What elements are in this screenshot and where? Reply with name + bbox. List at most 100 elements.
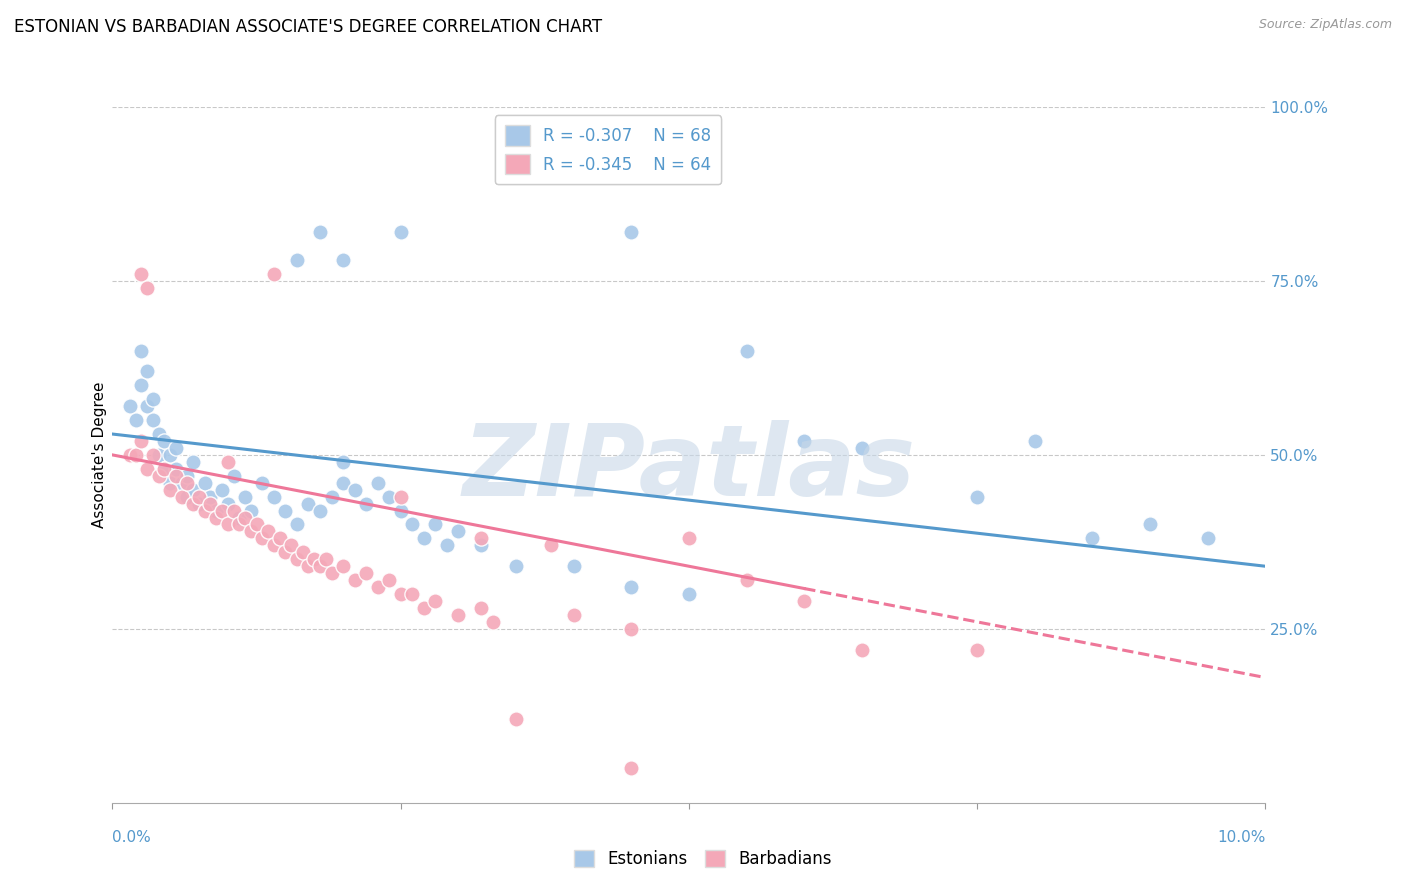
Point (194, 503, 217, 517)
Point (176, 490, 198, 504)
Point (170, 490, 193, 504)
Text: 0.0%: 0.0% (112, 830, 152, 845)
Point (159, 475, 181, 490)
Point (239, 524, 262, 539)
Text: 10.0%: 10.0% (1218, 830, 1265, 845)
Point (304, 552, 326, 566)
Point (205, 510, 228, 524)
Point (389, 503, 412, 517)
Point (678, 532, 700, 546)
Point (129, 434, 153, 448)
Point (482, 615, 505, 629)
Point (378, 573, 401, 587)
Point (136, 281, 159, 295)
Text: Source: ZipAtlas.com: Source: ZipAtlas.com (1258, 18, 1392, 31)
Point (354, 566, 377, 581)
Point (425, 517, 447, 532)
Point (217, 497, 239, 511)
Point (389, 225, 412, 239)
Point (165, 462, 187, 476)
Point (332, 559, 354, 574)
Point (735, 573, 758, 587)
Point (562, 607, 585, 622)
Point (620, 225, 643, 239)
Legend: R = -0.307    N = 68, R = -0.345    N = 64: R = -0.307 N = 68, R = -0.345 N = 64 (495, 115, 721, 185)
Point (297, 559, 319, 574)
Point (205, 503, 228, 517)
Point (188, 490, 211, 504)
Point (1024, 434, 1046, 448)
Point (851, 441, 873, 455)
Point (170, 475, 193, 490)
Point (129, 267, 153, 281)
Point (228, 517, 250, 532)
Point (222, 503, 245, 517)
Point (793, 594, 815, 608)
Point (252, 475, 274, 490)
Point (343, 573, 366, 587)
Point (470, 532, 492, 546)
Point (447, 607, 470, 622)
Point (367, 475, 389, 490)
Point (194, 475, 217, 490)
Point (233, 490, 256, 504)
Point (257, 524, 280, 539)
Point (285, 517, 308, 532)
Point (540, 538, 562, 552)
Point (211, 503, 233, 517)
Point (470, 538, 492, 552)
Point (129, 378, 153, 392)
Point (332, 455, 354, 469)
Point (239, 503, 262, 517)
Point (412, 601, 434, 615)
Point (136, 399, 159, 413)
Point (148, 427, 170, 442)
Point (309, 225, 332, 239)
Point (321, 490, 343, 504)
Point (263, 538, 285, 552)
Point (153, 434, 176, 448)
Point (228, 510, 250, 524)
Point (562, 559, 585, 574)
Point (269, 532, 291, 546)
Point (136, 364, 159, 378)
Point (291, 545, 314, 559)
Point (505, 712, 527, 726)
Point (378, 490, 401, 504)
Point (142, 413, 165, 427)
Point (315, 552, 337, 566)
Point (118, 448, 141, 462)
Point (735, 343, 758, 358)
Point (309, 559, 332, 574)
Point (222, 468, 245, 483)
Point (436, 538, 458, 552)
Point (851, 642, 873, 657)
Point (252, 532, 274, 546)
Point (233, 510, 256, 524)
Point (142, 448, 165, 462)
Point (118, 399, 141, 413)
Point (200, 490, 222, 504)
Point (153, 462, 176, 476)
Point (136, 462, 159, 476)
Point (148, 468, 170, 483)
Point (245, 517, 267, 532)
Point (181, 455, 204, 469)
Point (274, 545, 297, 559)
Point (263, 490, 285, 504)
Point (321, 566, 343, 581)
Point (447, 524, 470, 539)
Point (176, 475, 198, 490)
Point (425, 594, 447, 608)
Legend: Estonians, Barbadians: Estonians, Barbadians (568, 843, 838, 875)
Point (389, 587, 412, 601)
Point (332, 475, 354, 490)
Point (401, 517, 423, 532)
Point (332, 253, 354, 268)
Point (280, 538, 302, 552)
Text: ESTONIAN VS BARBADIAN ASSOCIATE'S DEGREE CORRELATION CHART: ESTONIAN VS BARBADIAN ASSOCIATE'S DEGREE… (14, 18, 602, 36)
Point (159, 448, 181, 462)
Point (124, 413, 146, 427)
Point (620, 622, 643, 636)
Point (148, 448, 170, 462)
